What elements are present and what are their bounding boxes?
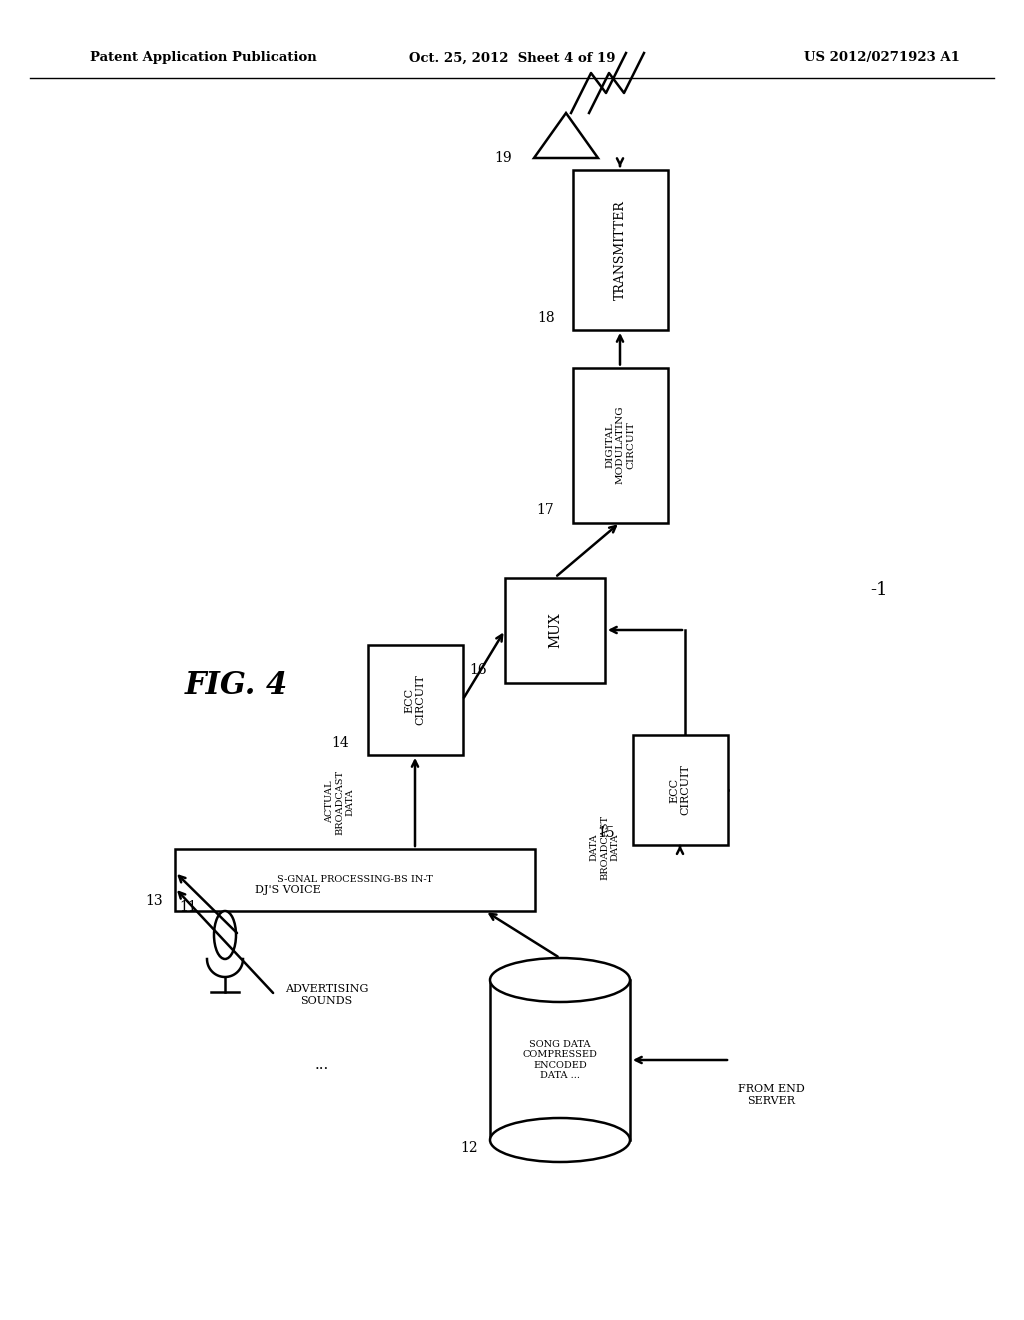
Text: DJ'S VOICE: DJ'S VOICE xyxy=(255,884,321,895)
Bar xyxy=(490,979,630,1140)
Text: 19: 19 xyxy=(495,150,512,165)
Bar xyxy=(633,735,727,845)
Text: 17: 17 xyxy=(537,503,555,517)
Text: 12: 12 xyxy=(461,1140,478,1155)
Ellipse shape xyxy=(490,958,630,1002)
Text: 11: 11 xyxy=(179,900,197,913)
Text: 18: 18 xyxy=(537,312,555,325)
Text: SONG DATA
COMPRESSED
ENCODED
DATA ...: SONG DATA COMPRESSED ENCODED DATA ... xyxy=(522,1040,597,1080)
Text: -1: -1 xyxy=(870,581,888,599)
Ellipse shape xyxy=(490,1118,630,1162)
Text: ECC
CIRCUIT: ECC CIRCUIT xyxy=(670,764,691,816)
Ellipse shape xyxy=(214,911,236,960)
Text: FIG. 4: FIG. 4 xyxy=(185,669,288,701)
Polygon shape xyxy=(534,114,598,158)
Text: ADVERTISING
SOUNDS: ADVERTISING SOUNDS xyxy=(285,985,369,1006)
Bar xyxy=(368,645,463,755)
Text: 14: 14 xyxy=(332,737,349,750)
Text: ...: ... xyxy=(315,1059,330,1072)
Text: DATA
BROADCAST
DATA: DATA BROADCAST DATA xyxy=(590,814,620,879)
Text: FROM END
SERVER: FROM END SERVER xyxy=(738,1084,805,1106)
Text: 13: 13 xyxy=(145,894,163,908)
Bar xyxy=(572,170,668,330)
Text: TRANSMITTER: TRANSMITTER xyxy=(613,201,627,300)
Text: S-GNAL PROCESSING-BS IN-T: S-GNAL PROCESSING-BS IN-T xyxy=(278,875,433,884)
Bar xyxy=(505,578,605,682)
Bar xyxy=(175,849,535,911)
Text: DIGITAL
MODULATING
CIRCUIT: DIGITAL MODULATING CIRCUIT xyxy=(605,405,635,484)
Text: Oct. 25, 2012  Sheet 4 of 19: Oct. 25, 2012 Sheet 4 of 19 xyxy=(409,51,615,65)
Text: ECC
CIRCUIT: ECC CIRCUIT xyxy=(404,675,426,726)
Text: ACTUAL
BROADCAST
DATA: ACTUAL BROADCAST DATA xyxy=(325,770,354,834)
Text: US 2012/0271923 A1: US 2012/0271923 A1 xyxy=(804,51,961,65)
Bar xyxy=(572,367,668,523)
Text: 16: 16 xyxy=(469,664,487,677)
Text: MUX: MUX xyxy=(548,612,562,648)
Text: 15: 15 xyxy=(597,826,614,840)
Text: Patent Application Publication: Patent Application Publication xyxy=(90,51,316,65)
